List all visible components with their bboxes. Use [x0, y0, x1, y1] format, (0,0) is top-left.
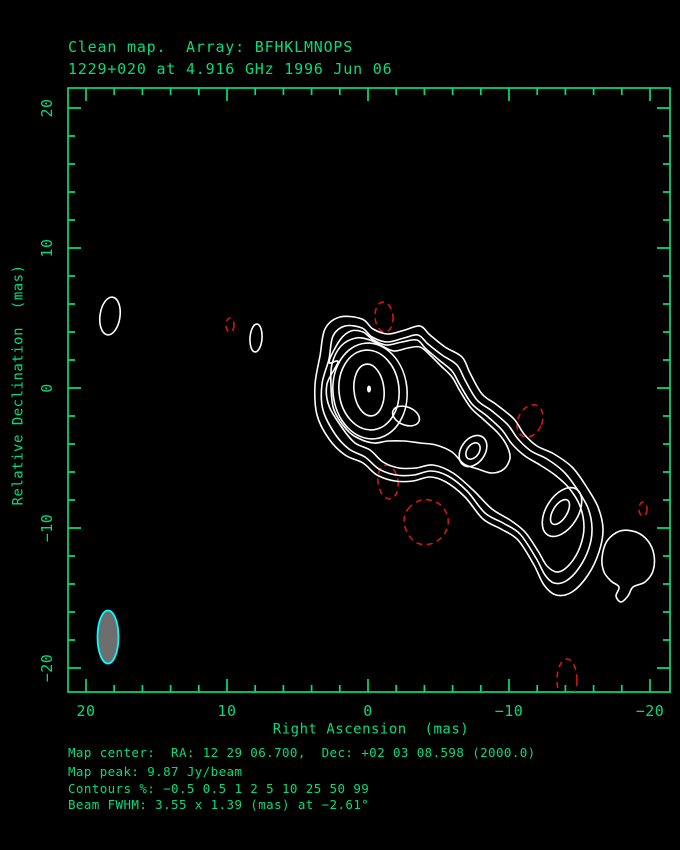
neg-contour-bottom-edge — [556, 658, 578, 692]
neg-contour-south-large — [403, 498, 450, 546]
map-title-line1: Clean map. Array: BFHKLMNOPS — [68, 38, 354, 56]
bridge-knot-contour — [391, 405, 421, 427]
jet-knot2-inner — [549, 498, 571, 526]
neg-contour-right-edge — [638, 501, 648, 517]
contour-envelope-1 — [320, 324, 593, 585]
core-peak-99 — [367, 385, 371, 393]
jet-knot1-inner — [465, 442, 481, 460]
core-contour-50 — [353, 363, 385, 417]
x-tick-label: −10 — [494, 702, 524, 720]
negative-contours — [225, 301, 648, 692]
x-tick-label: 0 — [363, 702, 373, 720]
y-tick-label: 20 — [38, 98, 56, 118]
map-title-line2: 1229+020 at 4.916 GHz 1996 Jun 06 — [68, 60, 393, 78]
jet-knot1-outer — [458, 434, 488, 468]
map-peak-text: Map peak: 9.87 Jy/beam — [68, 764, 243, 779]
x-axis-title: Right Ascension (mas) — [272, 721, 470, 738]
contour-levels-text: Contours %: −0.5 0.5 1 2 5 10 25 50 99 — [68, 781, 370, 796]
beam-fwhm-text: Beam FWHM: 3.55 x 1.39 (mas) at −2.61° — [68, 797, 370, 812]
x-tick-label: 20 — [76, 702, 96, 720]
y-tick-label: −20 — [38, 653, 56, 683]
core-contour-25 — [338, 349, 400, 431]
axis-ticks — [68, 88, 670, 692]
contour-envelope-2 — [325, 329, 585, 573]
x-tick-label: −20 — [635, 702, 665, 720]
map-center-text: Map center: RA: 12 29 06.700, Dec: +02 0… — [68, 745, 536, 760]
contour-envelope-0p5 — [313, 315, 604, 597]
background-blob2-contour — [249, 323, 263, 353]
y-tick-label: 10 — [38, 238, 56, 258]
core-contour-10 — [332, 342, 408, 440]
neg-contour-mid-right — [516, 403, 544, 439]
y-tick-label: −10 — [38, 513, 56, 543]
background-blob1-contour — [98, 296, 122, 336]
neg-contour-top-left — [225, 317, 235, 333]
jet-knot2-outer — [541, 486, 583, 538]
x-tick-label: 10 — [217, 702, 237, 720]
y-axis-title: Relative Declination (mas) — [10, 264, 27, 506]
plot-area — [96, 296, 656, 692]
positive-contours — [98, 296, 656, 603]
beam-fwhm-ellipse — [96, 609, 120, 665]
y-tick-label: 0 — [38, 383, 56, 393]
plot-box — [67, 87, 671, 693]
neg-contour-above-core — [374, 301, 394, 333]
outer-lobe-contour — [601, 529, 656, 603]
